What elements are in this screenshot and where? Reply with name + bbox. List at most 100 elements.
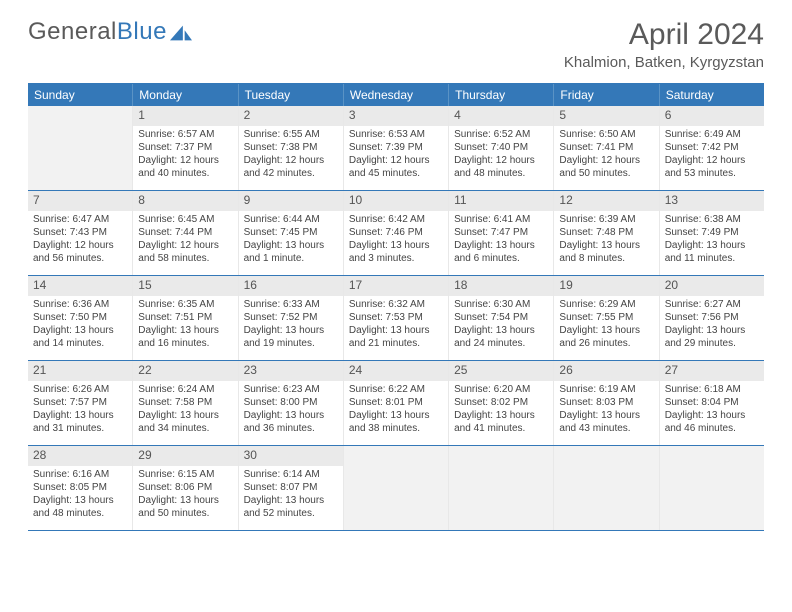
sunset-line: Sunset: 7:46 PM — [349, 226, 443, 239]
day-cell: 25Sunrise: 6:20 AMSunset: 8:02 PMDayligh… — [449, 361, 554, 445]
day-cell: 11Sunrise: 6:41 AMSunset: 7:47 PMDayligh… — [449, 191, 554, 275]
sunrise-line: Sunrise: 6:24 AM — [138, 383, 232, 396]
daylight-line: Daylight: 13 hours and 8 minutes. — [559, 239, 653, 265]
day-number: 12 — [554, 191, 658, 211]
sunset-line: Sunset: 7:48 PM — [559, 226, 653, 239]
day-cell: 14Sunrise: 6:36 AMSunset: 7:50 PMDayligh… — [28, 276, 133, 360]
sunset-line: Sunset: 7:49 PM — [665, 226, 759, 239]
day-cell: 30Sunrise: 6:14 AMSunset: 8:07 PMDayligh… — [239, 446, 344, 530]
daylight-line: Daylight: 13 hours and 52 minutes. — [244, 494, 338, 520]
daylight-line: Daylight: 12 hours and 45 minutes. — [349, 154, 443, 180]
sunset-line: Sunset: 7:56 PM — [665, 311, 759, 324]
day-number: 18 — [449, 276, 553, 296]
sunrise-line: Sunrise: 6:36 AM — [33, 298, 127, 311]
day-number: 21 — [28, 361, 132, 381]
day-cell — [554, 446, 659, 530]
day-cell: 24Sunrise: 6:22 AMSunset: 8:01 PMDayligh… — [344, 361, 449, 445]
day-cell: 21Sunrise: 6:26 AMSunset: 7:57 PMDayligh… — [28, 361, 133, 445]
daylight-line: Daylight: 13 hours and 6 minutes. — [454, 239, 548, 265]
sunset-line: Sunset: 7:42 PM — [665, 141, 759, 154]
sunset-line: Sunset: 8:05 PM — [33, 481, 127, 494]
sunset-line: Sunset: 8:00 PM — [244, 396, 338, 409]
title-block: April 2024 Khalmion, Batken, Kyrgyzstan — [564, 18, 764, 71]
daylight-line: Daylight: 13 hours and 19 minutes. — [244, 324, 338, 350]
sunrise-line: Sunrise: 6:19 AM — [559, 383, 653, 396]
day-body: Sunrise: 6:39 AMSunset: 7:48 PMDaylight:… — [554, 211, 658, 269]
day-number: 7 — [28, 191, 132, 211]
day-body: Sunrise: 6:55 AMSunset: 7:38 PMDaylight:… — [239, 126, 343, 184]
day-body: Sunrise: 6:24 AMSunset: 7:58 PMDaylight:… — [133, 381, 237, 439]
daylight-line: Daylight: 12 hours and 53 minutes. — [665, 154, 759, 180]
day-cell: 28Sunrise: 6:16 AMSunset: 8:05 PMDayligh… — [28, 446, 133, 530]
weekday-header: Sunday — [28, 84, 133, 106]
day-number: 29 — [133, 446, 237, 466]
day-number: 22 — [133, 361, 237, 381]
sunrise-line: Sunrise: 6:55 AM — [244, 128, 338, 141]
day-cell: 6Sunrise: 6:49 AMSunset: 7:42 PMDaylight… — [660, 106, 764, 190]
weekday-header: Saturday — [660, 84, 764, 106]
sunrise-line: Sunrise: 6:53 AM — [349, 128, 443, 141]
sunrise-line: Sunrise: 6:44 AM — [244, 213, 338, 226]
day-body: Sunrise: 6:20 AMSunset: 8:02 PMDaylight:… — [449, 381, 553, 439]
day-body: Sunrise: 6:19 AMSunset: 8:03 PMDaylight:… — [554, 381, 658, 439]
weekday-header: Monday — [133, 84, 238, 106]
sunset-line: Sunset: 8:03 PM — [559, 396, 653, 409]
day-cell: 27Sunrise: 6:18 AMSunset: 8:04 PMDayligh… — [660, 361, 764, 445]
day-body: Sunrise: 6:30 AMSunset: 7:54 PMDaylight:… — [449, 296, 553, 354]
day-cell — [28, 106, 133, 190]
sunrise-line: Sunrise: 6:23 AM — [244, 383, 338, 396]
day-number: 16 — [239, 276, 343, 296]
daylight-line: Daylight: 12 hours and 48 minutes. — [454, 154, 548, 180]
sunset-line: Sunset: 8:07 PM — [244, 481, 338, 494]
day-body: Sunrise: 6:26 AMSunset: 7:57 PMDaylight:… — [28, 381, 132, 439]
sunset-line: Sunset: 7:52 PM — [244, 311, 338, 324]
day-body: Sunrise: 6:23 AMSunset: 8:00 PMDaylight:… — [239, 381, 343, 439]
day-cell: 23Sunrise: 6:23 AMSunset: 8:00 PMDayligh… — [239, 361, 344, 445]
day-number: 11 — [449, 191, 553, 211]
day-cell: 4Sunrise: 6:52 AMSunset: 7:40 PMDaylight… — [449, 106, 554, 190]
sunset-line: Sunset: 7:51 PM — [138, 311, 232, 324]
day-number: 8 — [133, 191, 237, 211]
sunset-line: Sunset: 7:41 PM — [559, 141, 653, 154]
daylight-line: Daylight: 13 hours and 1 minute. — [244, 239, 338, 265]
day-cell: 9Sunrise: 6:44 AMSunset: 7:45 PMDaylight… — [239, 191, 344, 275]
day-cell: 13Sunrise: 6:38 AMSunset: 7:49 PMDayligh… — [660, 191, 764, 275]
location-text: Khalmion, Batken, Kyrgyzstan — [564, 54, 764, 71]
weekday-header: Wednesday — [344, 84, 449, 106]
sunset-line: Sunset: 7:57 PM — [33, 396, 127, 409]
brand-name: GeneralBlue — [28, 18, 167, 46]
daylight-line: Daylight: 13 hours and 16 minutes. — [138, 324, 232, 350]
weekday-header-row: SundayMondayTuesdayWednesdayThursdayFrid… — [28, 84, 764, 106]
sunset-line: Sunset: 7:45 PM — [244, 226, 338, 239]
day-body: Sunrise: 6:16 AMSunset: 8:05 PMDaylight:… — [28, 466, 132, 524]
sunset-line: Sunset: 7:43 PM — [33, 226, 127, 239]
day-body: Sunrise: 6:53 AMSunset: 7:39 PMDaylight:… — [344, 126, 448, 184]
sunrise-line: Sunrise: 6:52 AM — [454, 128, 548, 141]
daylight-line: Daylight: 13 hours and 26 minutes. — [559, 324, 653, 350]
weekday-header: Thursday — [449, 84, 554, 106]
day-cell — [344, 446, 449, 530]
day-cell — [660, 446, 764, 530]
sunset-line: Sunset: 7:58 PM — [138, 396, 232, 409]
sunrise-line: Sunrise: 6:20 AM — [454, 383, 548, 396]
sunset-line: Sunset: 8:04 PM — [665, 396, 759, 409]
day-body: Sunrise: 6:18 AMSunset: 8:04 PMDaylight:… — [660, 381, 764, 439]
week-row: 28Sunrise: 6:16 AMSunset: 8:05 PMDayligh… — [28, 446, 764, 531]
sunset-line: Sunset: 7:38 PM — [244, 141, 338, 154]
sunrise-line: Sunrise: 6:14 AM — [244, 468, 338, 481]
sunrise-line: Sunrise: 6:29 AM — [559, 298, 653, 311]
day-body: Sunrise: 6:45 AMSunset: 7:44 PMDaylight:… — [133, 211, 237, 269]
daylight-line: Daylight: 13 hours and 24 minutes. — [454, 324, 548, 350]
day-number: 26 — [554, 361, 658, 381]
day-body: Sunrise: 6:42 AMSunset: 7:46 PMDaylight:… — [344, 211, 448, 269]
sunrise-line: Sunrise: 6:49 AM — [665, 128, 759, 141]
day-body: Sunrise: 6:33 AMSunset: 7:52 PMDaylight:… — [239, 296, 343, 354]
sunrise-line: Sunrise: 6:42 AM — [349, 213, 443, 226]
sunrise-line: Sunrise: 6:45 AM — [138, 213, 232, 226]
day-number: 1 — [133, 106, 237, 126]
day-number: 13 — [660, 191, 764, 211]
day-cell: 7Sunrise: 6:47 AMSunset: 7:43 PMDaylight… — [28, 191, 133, 275]
day-number: 20 — [660, 276, 764, 296]
day-cell: 2Sunrise: 6:55 AMSunset: 7:38 PMDaylight… — [239, 106, 344, 190]
day-body: Sunrise: 6:32 AMSunset: 7:53 PMDaylight:… — [344, 296, 448, 354]
